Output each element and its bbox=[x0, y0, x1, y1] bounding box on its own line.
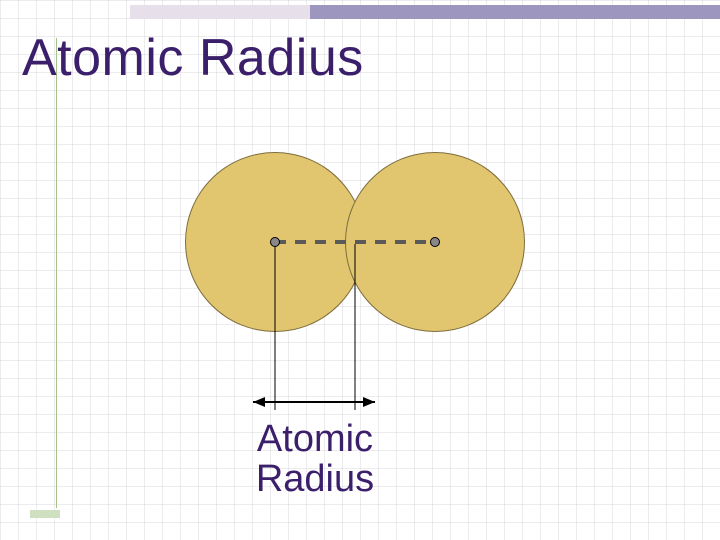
accent-bar-main bbox=[310, 5, 720, 19]
atomic-radius-diagram: Atomic Radius bbox=[135, 150, 555, 510]
radius-label-line1: Atomic bbox=[257, 418, 373, 460]
nucleus-right bbox=[430, 237, 440, 247]
diagram-overlay bbox=[135, 150, 435, 300]
slide: Atomic Radius Atomic Radius bbox=[0, 0, 720, 540]
bottom-tick bbox=[30, 510, 60, 518]
nucleus-left bbox=[270, 237, 280, 247]
radius-label: Atomic Radius bbox=[215, 420, 415, 500]
radius-label-line2: Radius bbox=[256, 458, 374, 500]
left-rule bbox=[56, 38, 57, 508]
page-title: Atomic Radius bbox=[22, 28, 364, 88]
accent-bars bbox=[130, 5, 720, 19]
radius-double-arrow bbox=[253, 397, 375, 407]
arrow-head-left bbox=[253, 397, 265, 407]
accent-bar-pale bbox=[130, 5, 310, 19]
arrow-head-right bbox=[363, 397, 375, 407]
